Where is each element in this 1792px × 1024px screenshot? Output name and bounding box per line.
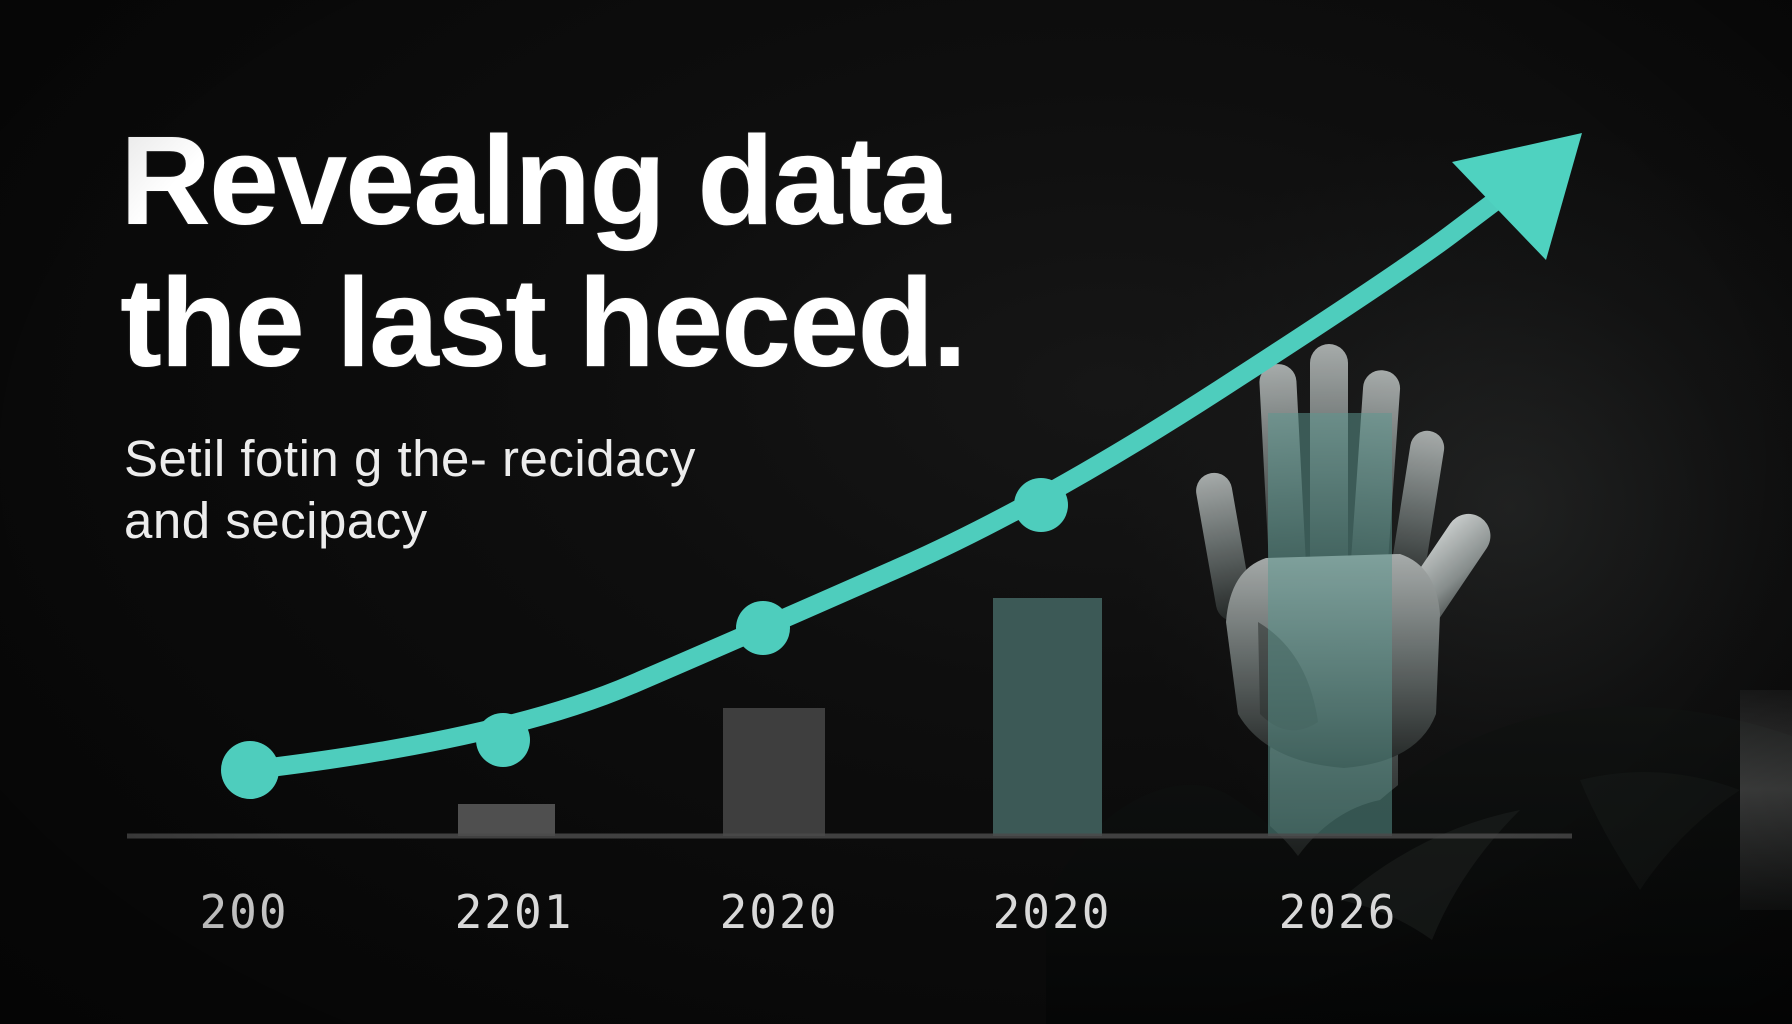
subtitle-line-2: and secipacy (124, 492, 428, 550)
page-subtitle: Setil fotin g the- recidacy and secipacy (124, 428, 696, 552)
x-tick-label: 2026 (1279, 885, 1398, 939)
bar (1268, 413, 1392, 836)
trend-arrowhead-icon (1452, 133, 1582, 260)
x-tick-label: 200 (199, 885, 288, 939)
x-tick-label: 2020 (720, 885, 839, 939)
subtitle-line-1: Setil fotin g the- recidacy (124, 430, 696, 487)
page-title: Revealng data the last heced. (120, 110, 967, 395)
bar (723, 708, 825, 836)
title-line-2: the last heced. (120, 252, 967, 394)
bar (458, 804, 555, 836)
x-tick-label: 2020 (993, 885, 1112, 939)
data-point (476, 713, 530, 767)
bar (993, 598, 1102, 836)
title-line-1: Revealng data (120, 110, 950, 251)
x-tick-label: 2201 (455, 885, 574, 939)
data-point (221, 741, 279, 799)
data-point (736, 601, 790, 655)
right-edge-strip (1740, 690, 1792, 910)
data-point (1014, 478, 1068, 532)
